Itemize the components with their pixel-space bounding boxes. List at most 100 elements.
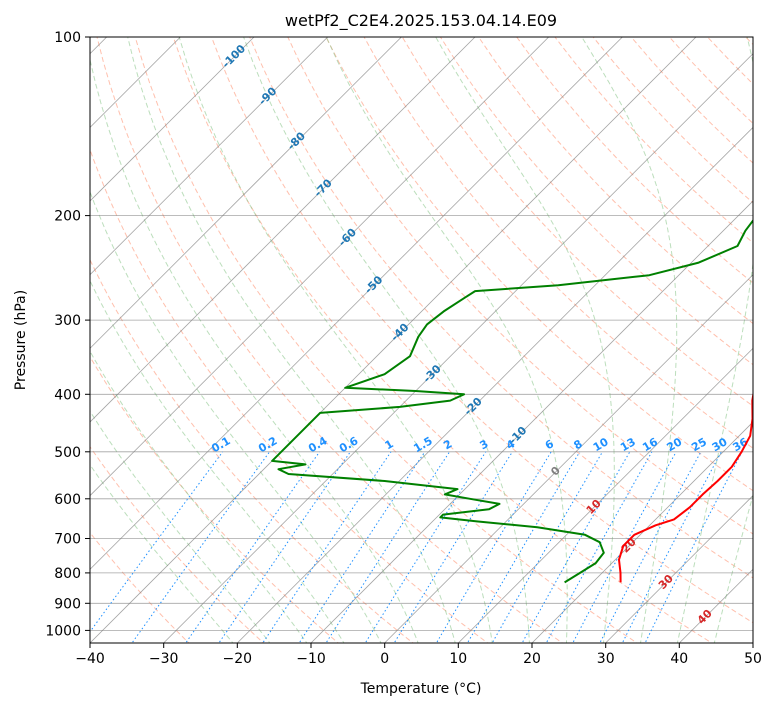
mixing-ratio-label: 3 (477, 437, 490, 452)
y-tick-label: 400 (54, 387, 81, 403)
dry-adiabat-line (211, 37, 753, 624)
isotherm-line (752, 642, 753, 643)
isotherm-line (90, 37, 623, 570)
isotherm-line (163, 53, 753, 643)
moist-adiabat-line (90, 190, 382, 643)
mixing-ratio-line (621, 451, 722, 643)
isotherm-line (384, 274, 753, 643)
isotherm-line (90, 37, 550, 497)
isotherm-line (90, 37, 255, 202)
isotherm-line (310, 200, 753, 643)
dry-adiabat-line (90, 445, 265, 643)
mixing-ratio-label: 10 (591, 435, 611, 454)
mixing-ratio-label: 20 (665, 435, 685, 454)
mixing-ratio-line (325, 451, 451, 643)
chart-title: wetPf2_C2E4.2025.153.04.14.E09 (285, 11, 557, 31)
mixing-ratio-label: 30 (710, 435, 730, 454)
dry-adiabat-line (363, 37, 753, 449)
isotherm-line (90, 37, 181, 128)
y-axis-title: Pressure (hPa) (13, 290, 29, 390)
x-tick-label: 30 (597, 651, 615, 667)
y-tick-label: 300 (54, 313, 81, 329)
dry-adiabat-line (745, 37, 753, 46)
mixing-ratio-label: 2 (441, 437, 454, 452)
mixing-ratio-line (131, 451, 271, 643)
background-lines (90, 37, 753, 643)
isotherm-label: -20 (462, 395, 485, 418)
x-axis: −40 −30 −20 −10 0 10 20 30 40 50 (75, 643, 762, 667)
y-tick-label: 600 (54, 492, 81, 508)
y-tick-label: 200 (54, 209, 81, 225)
plot-frame (89, 36, 754, 644)
x-tick-label: 20 (523, 651, 541, 667)
dry-adiabat-line (554, 37, 753, 244)
moist-adiabat-line (90, 57, 419, 643)
moist-adiabat-line (243, 37, 530, 643)
isotherm-line (90, 37, 108, 55)
moist-adiabat-line (676, 37, 753, 643)
moist-adiabat-line (90, 350, 308, 643)
dry-adiabat-line (707, 37, 753, 85)
x-tick-label: −30 (149, 651, 179, 667)
y-tick-label: 500 (54, 445, 81, 461)
isotherm-line (90, 37, 329, 276)
isotherm-line (90, 37, 697, 643)
temperature-trace (618, 390, 753, 583)
isotherm-label: 10 (584, 497, 604, 517)
isotherm-label: -80 (285, 129, 308, 152)
mixing-ratio-label: 36 (730, 435, 750, 454)
dry-adiabat-line (134, 37, 638, 643)
dry-adiabat-line (90, 148, 489, 643)
isotherm-label: 0 (548, 464, 563, 479)
x-tick-label: 0 (380, 651, 389, 667)
isotherm-line (605, 495, 753, 643)
isotherm-label: 40 (695, 607, 715, 627)
isotherm-line (90, 37, 476, 423)
y-tick-label: 800 (54, 566, 81, 582)
mixing-ratio-line (218, 451, 351, 643)
mixing-ratio-line (599, 451, 702, 643)
isotherm-line (457, 347, 753, 643)
mixing-ratio-label: 16 (640, 435, 660, 454)
moist-adiabat-line (90, 463, 234, 643)
dewpoint-trace (271, 218, 753, 584)
x-tick-label: 10 (449, 651, 467, 667)
dry-adiabat-line (325, 37, 753, 492)
mixing-ratio-line (90, 451, 224, 633)
dry-adiabat-line (401, 37, 753, 407)
sounding-traces (271, 218, 753, 584)
mixing-ratio-label: 6 (543, 437, 556, 452)
dry-adiabat-line (90, 355, 339, 643)
mixing-ratio-label: 13 (618, 435, 638, 454)
isotherm-label: 30 (656, 572, 676, 592)
isotherm-label: -70 (312, 176, 335, 199)
moist-adiabat-line (90, 279, 345, 643)
y-tick-label: 900 (54, 596, 81, 612)
isotherm-line (236, 126, 753, 643)
mixing-ratio-line (298, 451, 426, 643)
dry-adiabat-line (249, 37, 753, 579)
isotherm-label: -40 (388, 320, 411, 343)
x-tick-label: 50 (744, 651, 762, 667)
x-tick-label: −20 (223, 651, 253, 667)
isotherm-label: -90 (256, 84, 279, 107)
y-axis: 100 200 300 400 500 600 700 800 900 1000 (45, 30, 90, 639)
isotherm-line (90, 37, 402, 349)
mixing-ratio-line (185, 451, 321, 643)
dry-adiabat-line (439, 37, 753, 366)
x-tick-label: −10 (296, 651, 326, 667)
dry-adiabat-line (172, 37, 713, 643)
x-tick-label: 40 (670, 651, 688, 667)
y-tick-label: 1000 (45, 623, 81, 639)
mixing-ratio-line (491, 451, 603, 643)
mixing-ratio-line (393, 451, 513, 643)
dry-adiabat-line (96, 37, 564, 643)
mixing-ratio-line (262, 451, 392, 643)
mixing-ratio-line (466, 451, 581, 643)
x-axis-title: Temperature (°C) (360, 681, 482, 697)
mixing-ratio-line (644, 451, 743, 643)
x-tick-label: −40 (75, 651, 105, 667)
isotherm-label: -60 (336, 226, 359, 249)
